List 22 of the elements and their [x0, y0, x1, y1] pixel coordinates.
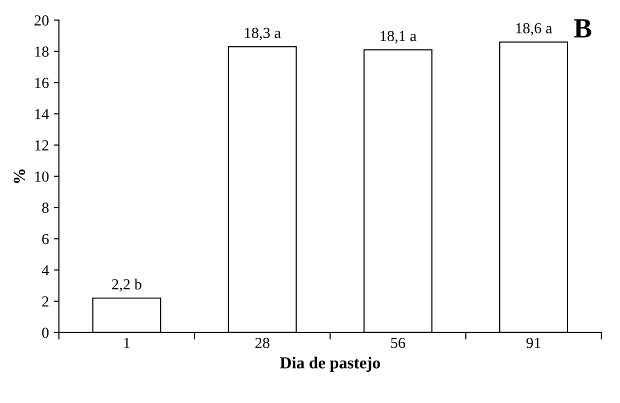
y-tick-label: 2 — [42, 296, 48, 307]
y-tick-label: 12 — [35, 140, 48, 150]
x-axis-title: Dia de pastejo — [280, 356, 380, 372]
y-tick-label: 14 — [35, 109, 49, 120]
x-tick-label: 91 — [526, 338, 540, 348]
y-tick-label: 18 — [35, 46, 49, 57]
data-label: 2,2 b — [112, 278, 142, 292]
y-tick-label: 6 — [42, 234, 49, 244]
y-axis-title: % — [14, 170, 26, 183]
x-tick-label: 56 — [391, 338, 406, 348]
data-label: 18,1 a — [380, 30, 416, 44]
y-tick-label: 20 — [34, 15, 49, 26]
data-label: 18,6 a — [516, 23, 552, 36]
x-tick-label: 1 — [124, 338, 130, 348]
y-tick-label: 16 — [35, 78, 49, 88]
y-tick-label: 0 — [42, 328, 49, 338]
data-label: 18,3 a — [245, 28, 281, 40]
y-tick-label: 4 — [42, 265, 49, 276]
x-tick-label: 28 — [255, 338, 270, 348]
y-tick-label: 8 — [42, 202, 49, 213]
y-tick-label: 10 — [35, 171, 49, 182]
annotation: B — [574, 19, 592, 38]
